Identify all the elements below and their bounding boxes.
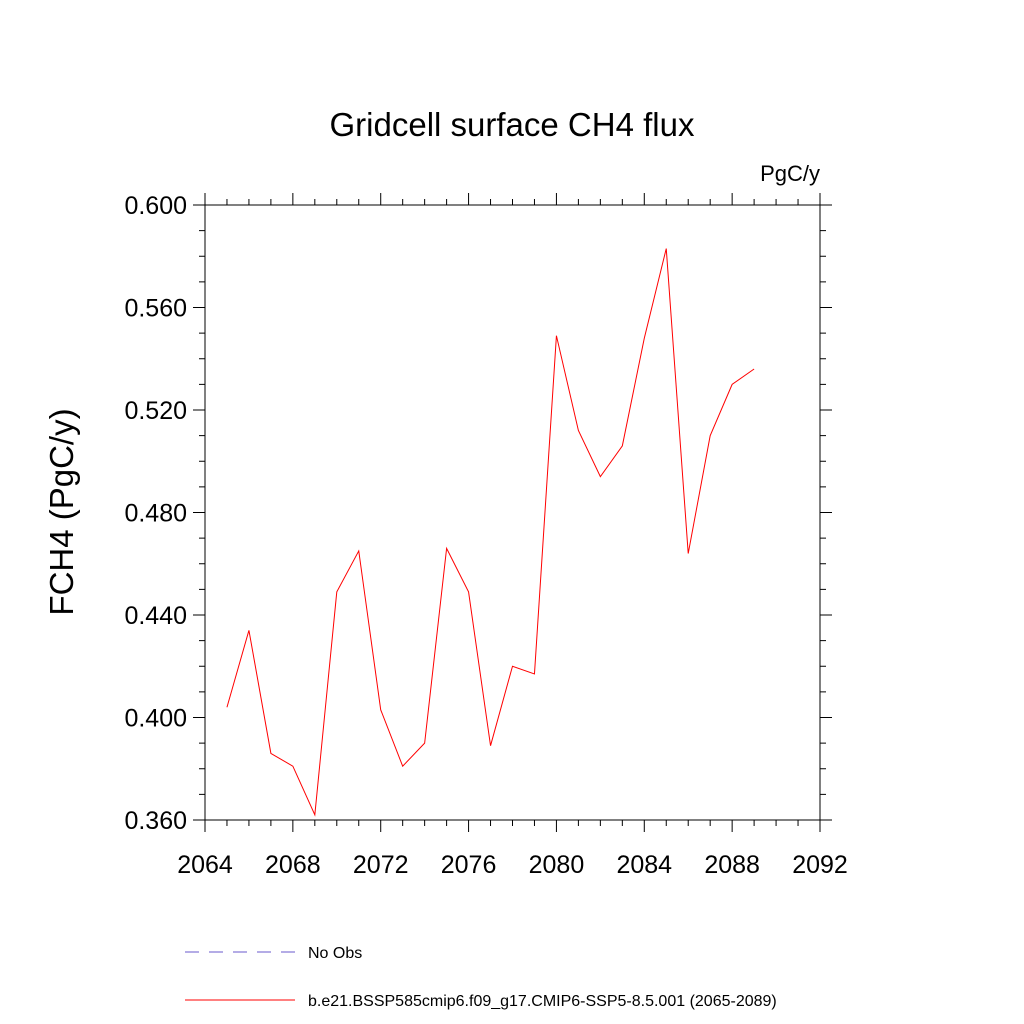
y-tick-label: 0.480	[124, 500, 187, 528]
y-tick-label: 0.520	[124, 397, 187, 425]
y-axis-label: FCH4 (PgC/y)	[43, 408, 80, 615]
legend-label: No Obs	[308, 945, 362, 962]
x-tick-label: 2064	[177, 851, 233, 879]
chart-title: Gridcell surface CH4 flux	[330, 106, 695, 143]
units-label: PgC/y	[760, 161, 820, 186]
x-tick-label: 2068	[265, 851, 321, 879]
y-tick-label: 0.560	[124, 295, 187, 323]
y-tick-label: 0.400	[124, 705, 187, 733]
x-tick-label: 2072	[353, 851, 409, 879]
plot-frame	[204, 204, 821, 821]
x-tick-label: 2092	[792, 851, 848, 879]
x-tick-label: 2084	[616, 851, 672, 879]
series-layer	[226, 248, 755, 817]
legend: No Obs b.e21.BSSP585cmip6.f09_g17.CMIP6-S…	[185, 945, 777, 1010]
tick-labels: 2064 2068 2072 2076 2080 2084 2088 2092 0.360 0.4…	[124, 192, 847, 879]
legend-label: b.e21.BSSP585cmip6.f09_g17.CMIP6-SSP5-8.…	[308, 993, 777, 1010]
y-tick-label: 0.360	[124, 807, 187, 835]
x-tick-label: 2076	[441, 851, 497, 879]
series-line	[226, 248, 755, 817]
x-tick-label: 2088	[704, 851, 760, 879]
y-tick-label: 0.600	[124, 192, 187, 220]
y-tick-label: 0.440	[124, 602, 187, 630]
x-tick-label: 2080	[529, 851, 585, 879]
axis-ticks	[193, 193, 832, 832]
